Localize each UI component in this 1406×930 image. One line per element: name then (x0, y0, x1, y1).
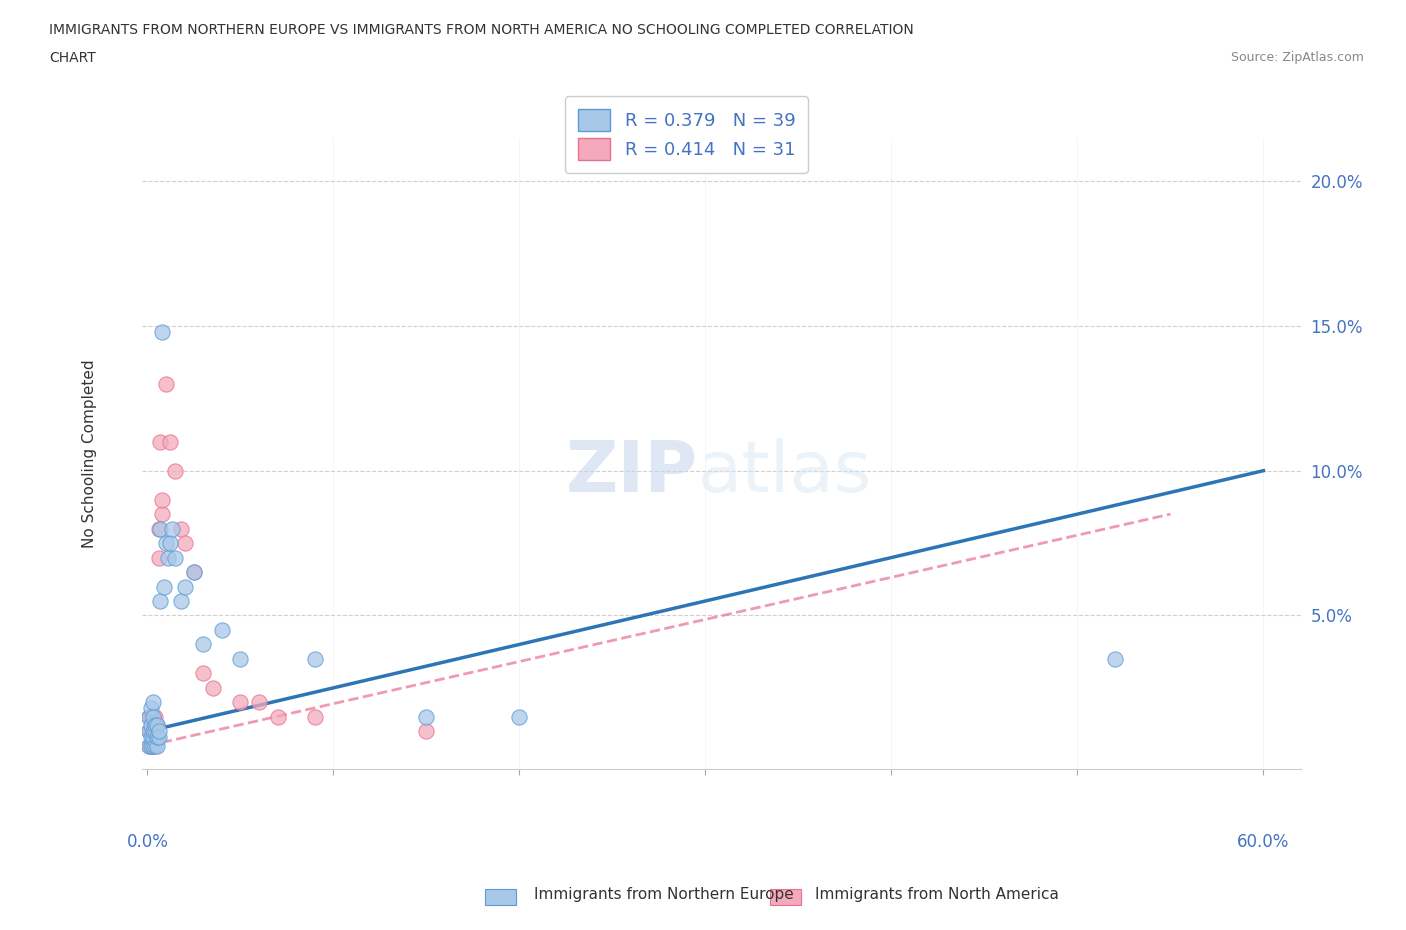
Point (145, 718, 167, 733)
Point (138, 724, 160, 738)
Point (139, 738, 162, 753)
Text: Immigrants from North America: Immigrants from North America (815, 887, 1059, 902)
Point (304, 651, 326, 666)
Point (143, 718, 166, 733)
Legend: R = 0.379   N = 39, R = 0.414   N = 31: R = 0.379 N = 39, R = 0.414 N = 31 (565, 96, 808, 173)
Point (139, 700, 162, 715)
Text: No Schooling Completed: No Schooling Completed (82, 359, 97, 548)
Point (142, 738, 165, 753)
Point (149, 593, 172, 608)
Point (139, 710, 162, 724)
Text: 60.0%: 60.0% (1237, 832, 1289, 851)
Text: Immigrants from Northern Europe: Immigrants from Northern Europe (534, 887, 794, 902)
Point (415, 724, 437, 738)
Point (138, 738, 160, 753)
Point (170, 593, 193, 608)
Point (150, 492, 173, 507)
Point (229, 651, 252, 666)
Point (149, 434, 172, 449)
Point (183, 565, 205, 579)
Point (138, 738, 160, 753)
Point (142, 695, 165, 710)
Point (159, 536, 181, 551)
Point (165, 551, 187, 565)
Point (165, 463, 187, 478)
Text: ZIP: ZIP (565, 438, 697, 507)
Text: CHART: CHART (49, 51, 96, 65)
Point (201, 681, 224, 696)
Point (145, 730, 167, 745)
Point (170, 521, 193, 536)
Point (142, 710, 165, 724)
Text: atlas: atlas (697, 438, 873, 507)
Point (211, 622, 233, 637)
Point (138, 710, 160, 724)
Point (156, 551, 179, 565)
Text: 0.0%: 0.0% (127, 832, 169, 851)
Point (139, 724, 162, 738)
Point (145, 730, 167, 745)
Point (143, 724, 166, 738)
Point (160, 521, 183, 536)
Point (266, 710, 288, 724)
Point (173, 579, 195, 594)
Point (150, 507, 173, 522)
Point (142, 724, 165, 738)
Point (149, 521, 172, 536)
Point (139, 718, 162, 733)
Text: IMMIGRANTS FROM NORTHERN EUROPE VS IMMIGRANTS FROM NORTH AMERICA NO SCHOOLING CO: IMMIGRANTS FROM NORTHERN EUROPE VS IMMIG… (49, 23, 914, 37)
Point (142, 738, 165, 753)
Point (229, 695, 252, 710)
Point (155, 377, 177, 392)
Point (148, 521, 170, 536)
Point (173, 536, 195, 551)
Point (183, 565, 205, 579)
Point (148, 724, 170, 738)
Point (1104, 651, 1126, 666)
Point (193, 637, 215, 652)
Point (159, 434, 181, 449)
Point (142, 710, 165, 724)
Point (145, 738, 167, 753)
Point (138, 710, 160, 724)
Point (304, 710, 326, 724)
Point (148, 730, 170, 745)
Point (143, 710, 166, 724)
Point (142, 724, 165, 738)
Point (193, 666, 215, 681)
Text: Source: ZipAtlas.com: Source: ZipAtlas.com (1230, 51, 1364, 64)
Point (150, 325, 173, 339)
Point (139, 730, 162, 745)
Point (155, 536, 177, 551)
Point (508, 710, 530, 724)
Point (139, 738, 162, 753)
Point (145, 718, 167, 733)
Point (153, 579, 176, 594)
Point (143, 730, 166, 745)
Point (415, 710, 437, 724)
Point (142, 730, 165, 745)
Point (138, 724, 160, 738)
Point (247, 695, 270, 710)
Point (143, 738, 166, 753)
Point (148, 551, 170, 565)
